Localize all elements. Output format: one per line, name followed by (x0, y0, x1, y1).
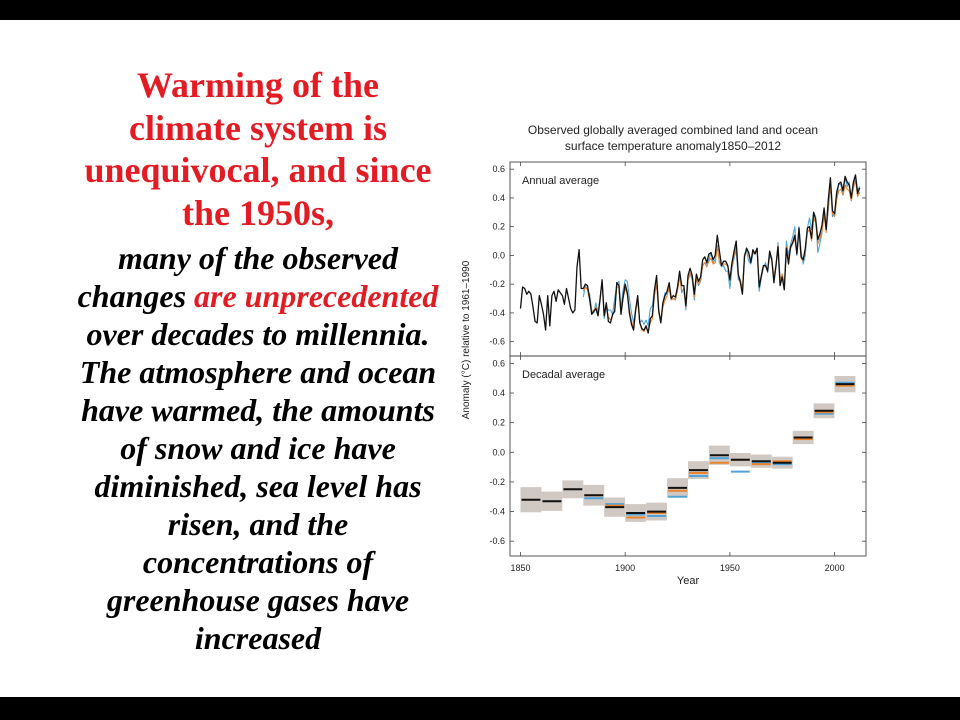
heading-line: Warming of the (137, 65, 379, 105)
annual-series-2-line (582, 174, 861, 327)
y-tick-label: 0.0 (492, 250, 505, 260)
chart-title-line-2: surface temperature anomaly1850–2012 (565, 139, 781, 153)
decadal-average-panel: 0.6 0.4 0.2 0.0 -0.2 -0.4 -0.6 Decadal average (489, 355, 867, 557)
y-tick-label: 0.6 (492, 358, 505, 368)
decadal-panel-frame (509, 355, 867, 557)
y-tick-label: 0.0 (492, 447, 505, 457)
y-tick-label: 0.4 (492, 388, 505, 398)
x-tick-label: 1950 (720, 563, 740, 573)
body-line: have warmed, the amounts (81, 392, 435, 428)
decadal-panel-label: Decadal average (522, 369, 605, 381)
annual-panel-label: Annual average (522, 175, 599, 187)
y-tick-label: -0.2 (489, 279, 505, 289)
body-line: risen, and the (167, 506, 349, 542)
body-line: of snow and ice have (120, 430, 396, 466)
heading-line: the 1950s, (182, 192, 334, 233)
annual-panel-frame (509, 161, 867, 357)
body-line: greenhouse gases have (106, 582, 410, 618)
y-tick-label: -0.4 (489, 507, 505, 517)
body-line: over decades to millennia. (86, 316, 430, 352)
body-line-mixed: changes are unprecedented (40, 277, 476, 315)
y-tick-label: -0.2 (489, 477, 505, 487)
slide-heading: Warming of the climate system is unequiv… (40, 64, 476, 234)
body-line: The atmosphere and ocean (79, 354, 437, 390)
body-line: increased (194, 620, 322, 656)
x-axis-label: Year (677, 575, 700, 587)
annual-series-1-line (582, 180, 861, 333)
y-tick-label: -0.6 (489, 337, 505, 347)
chart-title-line-1: Observed globally averaged combined land… (528, 123, 818, 137)
x-tick-label: 2000 (825, 563, 845, 573)
x-axis-ticks: 1850 1900 1950 2000 (510, 162, 845, 573)
y-tick-label: 0.2 (492, 222, 505, 232)
decadal-marks-group (520, 376, 856, 522)
y-tick-label: 0.4 (492, 193, 505, 203)
body-plain-text: changes (77, 278, 187, 314)
heading-line: unequivocal, and since (84, 150, 432, 190)
top-black-bar (0, 0, 960, 20)
slide-body-text: many of the observed changes are unprece… (40, 239, 476, 657)
bottom-black-bar (0, 697, 960, 720)
temperature-anomaly-chart: Observed globally averaged combined land… (461, 123, 867, 587)
body-highlight-text: are unprecedented (194, 278, 439, 314)
x-tick-label: 1850 (510, 563, 530, 573)
body-line: concentrations of (142, 544, 374, 580)
y-axis-label: Anomaly (°C) relative to 1961–1990 (461, 260, 472, 419)
y-tick-label: -0.6 (489, 536, 505, 546)
x-tick-label: 1900 (615, 563, 635, 573)
annual-average-panel: 0.6 0.4 0.2 0.0 -0.2 -0.4 -0.6 Annual average (489, 161, 867, 357)
body-line: diminished, sea level has (94, 468, 422, 504)
annual-series-0-line (519, 174, 861, 334)
annual-y-ticks: 0.6 0.4 0.2 0.0 -0.2 -0.4 -0.6 (489, 164, 866, 347)
decadal-y-ticks: 0.6 0.4 0.2 0.0 -0.2 -0.4 -0.6 (489, 358, 866, 546)
y-tick-label: 0.2 (492, 418, 505, 428)
y-tick-label: 0.6 (492, 164, 505, 174)
heading-line: climate system is (129, 107, 387, 148)
body-line: many of the observed (118, 240, 398, 276)
y-tick-label: -0.4 (489, 308, 505, 318)
annual-series-group (519, 174, 861, 334)
